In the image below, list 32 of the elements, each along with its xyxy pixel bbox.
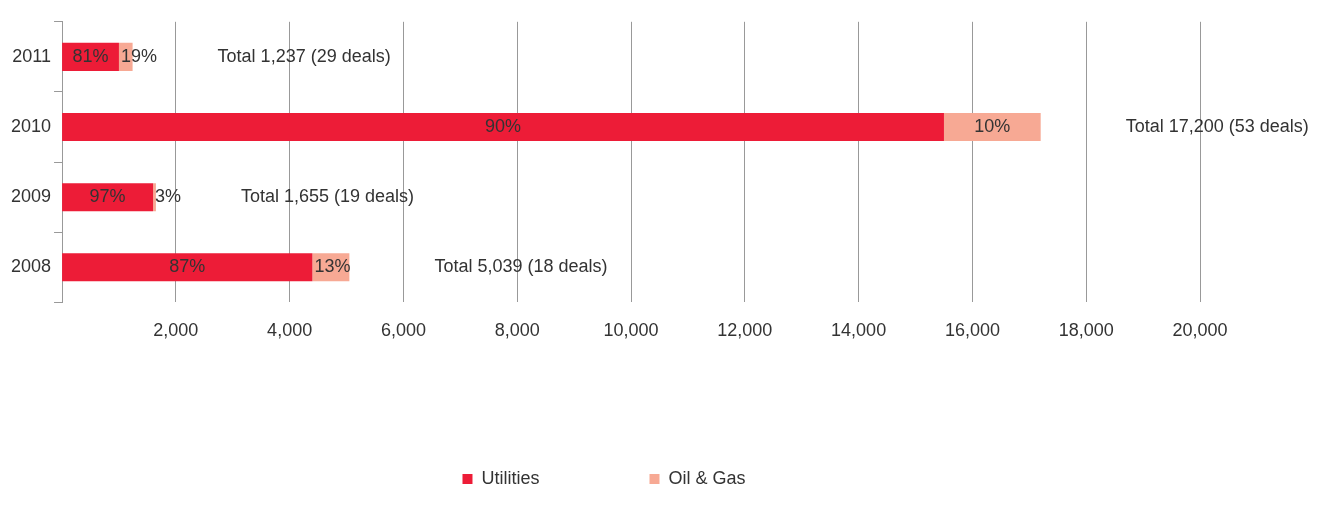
y-tick-label: 2010 <box>11 115 52 136</box>
annotation: Total 1,237 (29 deals) <box>217 45 391 66</box>
x-tick-label: 2,000 <box>153 320 199 341</box>
annotation: 81% <box>72 45 109 66</box>
annotation: 10% <box>974 115 1011 136</box>
annotation: Total 17,200 (53 deals) <box>1125 115 1309 136</box>
legend-label: Oil & Gas <box>668 467 746 488</box>
annotation: Total 5,039 (18 deals) <box>434 256 608 277</box>
x-tick-label: 14,000 <box>831 320 887 341</box>
bar <box>943 113 1041 142</box>
annotation: 13% <box>314 256 351 277</box>
bar <box>153 183 156 212</box>
x-tick-label: 20,000 <box>1172 320 1228 341</box>
annotation: 97% <box>89 186 126 207</box>
annotation: Total 1,655 (19 deals) <box>240 186 415 207</box>
annotation: 19% <box>120 45 157 66</box>
annotation: 87% <box>169 256 206 277</box>
bar <box>62 253 313 282</box>
x-tick-label: 16,000 <box>944 320 1000 341</box>
annotation: 90% <box>484 115 522 136</box>
annotation: 3% <box>155 186 182 207</box>
legend-label: Utilities <box>481 467 540 488</box>
bar <box>62 113 944 142</box>
y-tick-label: 2009 <box>11 186 52 207</box>
x-tick-label: 4,000 <box>267 320 313 341</box>
y-tick-label: 2008 <box>11 256 52 277</box>
x-tick-label: 18,000 <box>1058 320 1114 341</box>
y-tick-label: 2011 <box>12 45 52 66</box>
x-tick-label: 6,000 <box>380 320 426 341</box>
x-tick-label: 12,000 <box>717 320 773 341</box>
x-tick-label: 8,000 <box>494 320 540 341</box>
x-tick-label: 10,000 <box>603 320 659 341</box>
